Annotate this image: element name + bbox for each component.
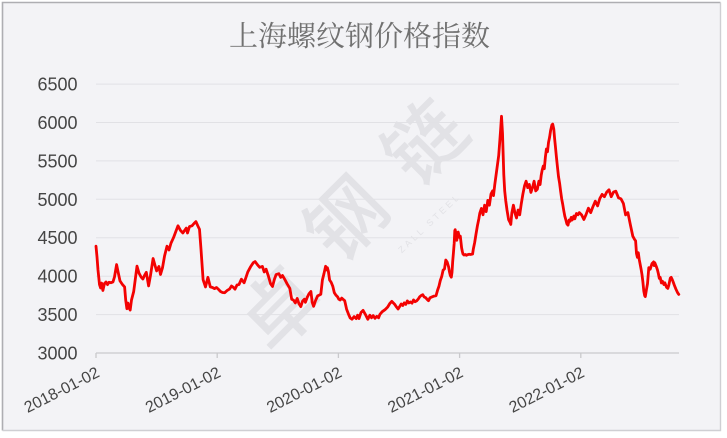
svg-text:6000: 6000 (37, 113, 77, 133)
svg-text:3000: 3000 (37, 344, 77, 364)
svg-text:4000: 4000 (37, 267, 77, 287)
svg-text:3500: 3500 (37, 305, 77, 325)
svg-text:5500: 5500 (37, 151, 77, 171)
svg-text:5000: 5000 (37, 190, 77, 210)
svg-text:6500: 6500 (37, 75, 77, 95)
svg-text:4500: 4500 (37, 228, 77, 248)
